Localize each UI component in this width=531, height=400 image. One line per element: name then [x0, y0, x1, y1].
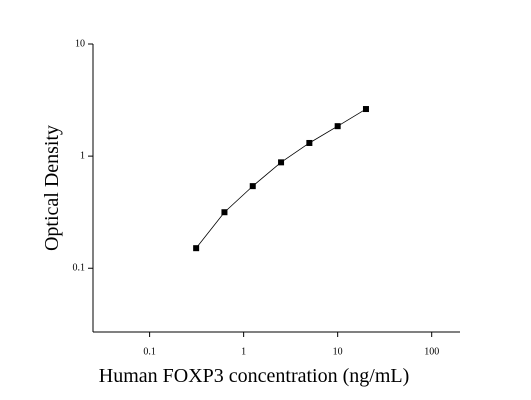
data-point	[249, 183, 256, 190]
y-tick-label: 1	[80, 150, 85, 161]
y-tick-label: 10	[75, 38, 85, 49]
fit-curve	[195, 108, 367, 249]
data-point	[193, 245, 200, 252]
x-tick-label: 1	[241, 346, 246, 357]
y-tick-label: 0.1	[73, 263, 86, 274]
y-axis-label: Optical Density	[41, 125, 63, 251]
data-point	[306, 139, 313, 146]
x-axis-label: Human FOXP3 concentration (ng/mL)	[99, 365, 410, 387]
data-point	[278, 159, 285, 166]
data-point	[334, 123, 341, 130]
x-tick-label: 10	[333, 346, 343, 357]
data-point	[362, 106, 369, 113]
data-point	[221, 209, 228, 216]
x-tick-label: 0.1	[143, 346, 156, 357]
x-tick-label: 100	[424, 346, 439, 357]
